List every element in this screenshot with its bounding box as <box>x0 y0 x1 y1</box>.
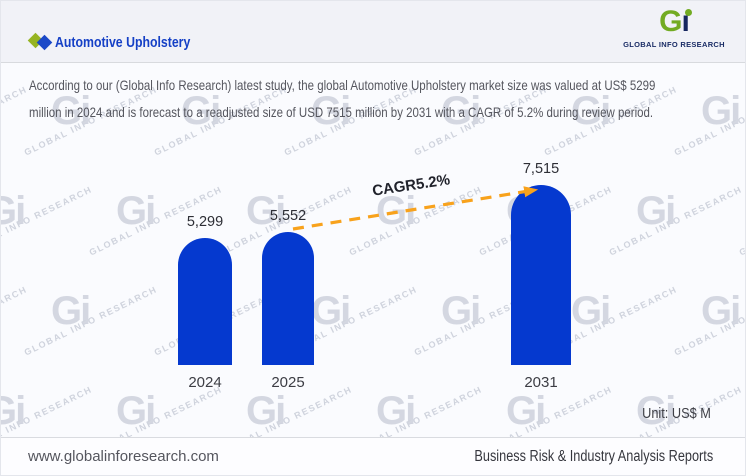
value-label: 5,299 <box>186 214 224 230</box>
footer: www.globalinforesearch.com Business Risk… <box>1 437 745 475</box>
report-summary: According to our (Global Info Research) … <box>29 72 745 126</box>
bar-2031 <box>511 185 571 365</box>
category-label: 2024 <box>188 374 222 391</box>
gir-logo-glyph-icon: Gı <box>623 6 725 38</box>
category-label: 2025 <box>271 374 305 391</box>
bar-2025 <box>262 232 314 365</box>
report-header: Automotive Upholstery Gı GLOBAL INFO RES… <box>1 1 745 63</box>
unit-label: Unit: US$ M <box>642 405 711 422</box>
logo-i-dot-icon <box>685 9 692 16</box>
cagr-label: CAGR5.2% <box>371 171 452 200</box>
category-label: 2031 <box>524 374 558 391</box>
summary-line-1: According to our (Global Info Research) … <box>29 77 656 93</box>
value-label: 5,552 <box>269 208 307 224</box>
website-link[interactable]: www.globalinforesearch.com <box>28 448 219 465</box>
footer-tagline: Business Risk & Industry Analysis Report… <box>474 448 713 465</box>
summary-line-2: million in 2024 and is forecast to a rea… <box>29 104 654 120</box>
gir-logo: Gı GLOBAL INFO RESEARCH <box>623 6 725 50</box>
logo-caption: GLOBAL INFO RESEARCH <box>623 40 725 49</box>
cagr-arrow-line <box>292 186 539 231</box>
page-title: Automotive Upholstery <box>55 34 191 51</box>
bar-2024 <box>178 238 232 365</box>
category-diamond-icon <box>27 32 55 52</box>
value-label: 7,515 <box>522 161 560 177</box>
